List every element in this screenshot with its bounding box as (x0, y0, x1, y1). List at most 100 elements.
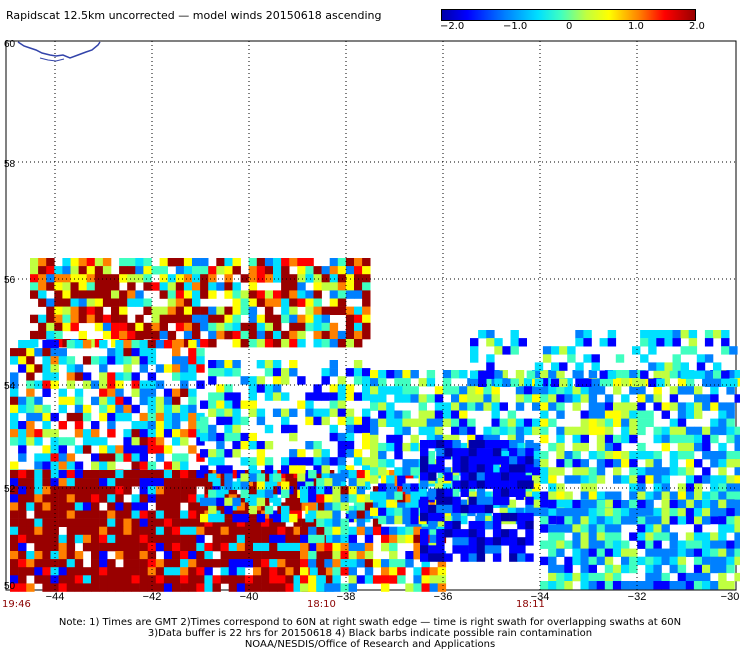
wind-cell (629, 491, 638, 500)
wind-cell (588, 564, 597, 574)
wind-cell (107, 567, 116, 576)
wind-cell (483, 402, 492, 411)
wind-cell (163, 542, 173, 552)
wind-cell (548, 418, 557, 427)
wind-cell (163, 396, 173, 406)
wind-cell (289, 360, 298, 369)
wind-cell (442, 370, 452, 379)
wind-cell (107, 461, 116, 470)
wind-cell (354, 282, 363, 291)
wind-cell (107, 388, 116, 397)
wind-cell (548, 500, 557, 509)
wind-cell (172, 437, 181, 446)
wind-cell (575, 330, 584, 339)
colorbar-tick: 1.0 (628, 21, 644, 32)
wind-cell (232, 408, 241, 417)
wind-cell (370, 394, 379, 403)
wind-cell (332, 478, 341, 487)
wind-cell (111, 298, 120, 307)
wind-cell (42, 534, 51, 544)
wind-cell (588, 370, 598, 379)
swath-time-label: 18:10 (307, 599, 336, 610)
wind-cell (540, 418, 549, 427)
wind-cell (188, 412, 197, 422)
wind-cell (212, 502, 221, 511)
wind-cell (332, 534, 341, 544)
wind-cell (444, 504, 453, 514)
wind-cell (192, 330, 201, 340)
wind-cell (131, 518, 140, 527)
wind-cell (540, 524, 549, 533)
wind-cell (661, 467, 670, 476)
wind-cell (324, 526, 333, 536)
wind-cell (175, 266, 185, 275)
wind-cell (378, 418, 387, 427)
wind-cell (362, 258, 371, 267)
wind-cell (240, 457, 249, 466)
wind-cell (99, 445, 108, 454)
wind-cell (629, 532, 638, 541)
wind-cell (244, 583, 254, 592)
wind-cell (661, 508, 670, 517)
wind-cell (91, 551, 100, 560)
wind-cell (442, 418, 452, 427)
wind-cell (718, 451, 727, 460)
wind-cell (726, 524, 735, 533)
wind-cell (604, 442, 614, 452)
wind-cell (510, 330, 519, 339)
wind-cell (256, 298, 266, 307)
wind-cell (337, 306, 347, 315)
wind-cell (340, 470, 349, 479)
wind-cell (353, 360, 363, 369)
wind-cell (285, 583, 294, 592)
wind-cell (180, 542, 189, 552)
wind-cell (418, 491, 427, 500)
lat-label: 50 (4, 581, 16, 592)
wind-cell (348, 510, 357, 519)
wind-cell (340, 518, 349, 527)
wind-cell (442, 467, 452, 476)
wind-cell (102, 290, 112, 299)
wind-cell (632, 346, 641, 355)
wind-cell (220, 567, 229, 576)
wind-cell (397, 486, 406, 495)
wind-cell (337, 441, 347, 450)
wind-cell (710, 532, 719, 541)
wind-cell (240, 513, 249, 523)
wind-cell (332, 486, 341, 495)
wind-cell (680, 330, 689, 339)
wind-cell (353, 392, 363, 401)
wind-cell (10, 388, 19, 397)
wind-cell (718, 475, 727, 484)
lat-label: 52 (4, 484, 16, 495)
wind-cell (172, 429, 181, 438)
wind-cell (305, 314, 314, 324)
wind-cell (293, 510, 302, 519)
wind-cell (18, 510, 27, 519)
wind-cell (42, 364, 51, 373)
wind-cell (572, 467, 581, 476)
wind-cell (236, 526, 246, 536)
wind-cell (180, 372, 189, 381)
wind-cell (42, 583, 51, 592)
wind-cell (718, 524, 727, 533)
wind-cell (175, 314, 185, 324)
wind-cell (172, 412, 181, 422)
wind-cell (332, 559, 341, 568)
wind-cell (710, 426, 719, 436)
wind-cell (188, 518, 197, 527)
wind-cell (340, 494, 349, 503)
wind-cell (468, 464, 477, 473)
lon-label: −42 (143, 591, 162, 600)
wind-cell (300, 559, 309, 568)
wind-cell (18, 518, 27, 527)
wind-cell (232, 258, 241, 267)
wind-cell (180, 534, 189, 544)
wind-cell (180, 510, 189, 519)
wind-cell (147, 510, 157, 519)
wind-cell (155, 583, 165, 592)
wind-cell (510, 378, 519, 387)
wind-cell (74, 534, 84, 544)
wind-cell (66, 502, 76, 511)
wind-cell (356, 559, 366, 568)
